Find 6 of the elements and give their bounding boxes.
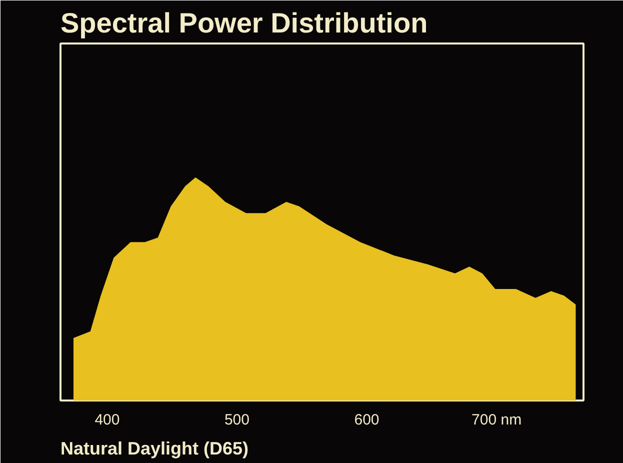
x-tick-label: 600 xyxy=(354,412,380,428)
chart-title: Spectral Power Distribution xyxy=(60,8,428,38)
x-tick-label: 500 xyxy=(224,412,250,428)
x-tick-label: 400 xyxy=(94,412,120,428)
text: Natural Daylight (D65) xyxy=(60,438,249,458)
x-tick-label: 700 nm xyxy=(472,412,522,428)
